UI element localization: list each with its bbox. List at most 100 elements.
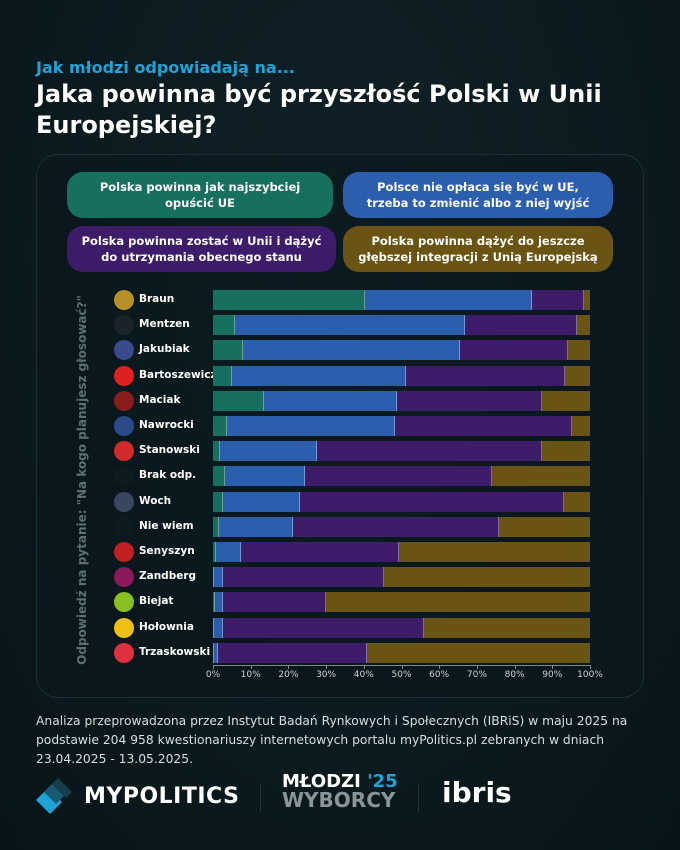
x-tick-label: 0% — [205, 670, 221, 680]
mypolitics-mark-icon — [36, 778, 72, 814]
y-axis-label: Odpowiedź na pytanie: "Na kogo planujesz… — [75, 295, 89, 665]
bar-segment-0 — [213, 642, 214, 663]
bar-segment-3 — [568, 340, 590, 361]
bar-segment-2 — [223, 592, 326, 613]
bar-segment-3 — [564, 491, 590, 512]
category-label: Senyszyn — [139, 545, 195, 557]
bar-segment-0 — [213, 365, 232, 386]
x-tick-mark — [288, 665, 290, 669]
bar-segment-2 — [395, 416, 573, 436]
bar-segment-3 — [577, 315, 590, 336]
candidate-avatar — [114, 567, 134, 588]
x-tick-mark — [514, 665, 516, 669]
x-tick-label: 30% — [316, 670, 337, 680]
x-tick-label: 100% — [577, 670, 603, 680]
x-tick-mark — [250, 665, 252, 669]
x-tick-label: 20% — [278, 670, 299, 680]
candidate-avatar — [114, 466, 134, 487]
legend-deeper-integration: Polska powinna dążyć do jeszcze głębszej… — [343, 226, 613, 272]
legend-leave-asap: Polska powinna jak najszybciej opuścić U… — [67, 172, 333, 218]
legend-status-quo: Polska powinna zostać w Unii i dążyć do … — [67, 226, 336, 272]
bar-segment-1 — [215, 542, 242, 562]
legend-change-or-leave: Polsce nie opłaca się być w UE, trzeba t… — [343, 172, 613, 218]
bar-segment-2 — [397, 390, 543, 411]
bar-row: Brak odp. — [112, 466, 592, 488]
bar-row: Hołownia — [112, 617, 592, 640]
x-tick-label: 40% — [353, 670, 374, 680]
bar-segment-2 — [223, 567, 385, 588]
bar-segment-1 — [234, 315, 466, 336]
bar-segment-1 — [243, 340, 460, 361]
x-tick-label: 80% — [504, 670, 525, 680]
bar-segment-1 — [213, 567, 224, 588]
bar-segment-3 — [398, 542, 590, 562]
category-label: Woch — [139, 494, 172, 507]
bar-segment-1 — [224, 466, 306, 487]
bar-segment-0 — [213, 516, 219, 537]
logo-text-mlodzi: MŁODZI — [282, 771, 361, 792]
bar-segment-0 — [213, 315, 235, 336]
bar-segment-0 — [213, 567, 214, 588]
bar-segment-3 — [384, 567, 590, 588]
bar-segment-1 — [213, 642, 218, 663]
bar-segment-0 — [213, 617, 214, 638]
bar-row: Senyszyn — [112, 542, 592, 564]
x-tick-mark — [363, 665, 365, 669]
candidate-avatar — [114, 416, 134, 436]
x-tick-mark — [590, 665, 591, 669]
bar-segment-3 — [583, 290, 590, 310]
candidate-avatar — [114, 592, 134, 613]
bar-row: Woch — [112, 491, 592, 514]
bar-segment-3 — [542, 390, 590, 411]
bar-segment-1 — [214, 592, 224, 613]
candidate-avatar — [114, 617, 134, 638]
category-label: Brak odp. — [139, 469, 197, 482]
category-label: Bartoszewicz — [139, 368, 217, 381]
bar-segment-3 — [541, 441, 590, 462]
bar-row: Trzaskowski — [112, 642, 592, 665]
bar-segment-0 — [213, 491, 224, 512]
bar-row: Bartoszewicz — [112, 365, 592, 388]
bar-segment-1 — [231, 365, 407, 386]
bar-segment-3 — [572, 416, 590, 436]
bar-row: Nawrocki — [112, 416, 592, 438]
bar-segment-1 — [219, 441, 318, 462]
category-label: Nawrocki — [139, 419, 194, 431]
logo-text-year: '25 — [367, 771, 398, 792]
bar-segment-3 — [565, 365, 590, 386]
bar-segment-0 — [213, 466, 225, 487]
bar-segment-2 — [531, 290, 584, 310]
bar-row: Maciak — [112, 390, 592, 413]
bar-row: Nie wiem — [112, 516, 592, 539]
mlodzi-wyborcy-logo: MŁODZI '25 WYBORCY — [282, 772, 398, 811]
category-label: Maciak — [139, 393, 181, 406]
bar-row: Zandberg — [112, 567, 592, 589]
bar-row: Mentzen — [112, 315, 592, 337]
x-tick-mark — [401, 665, 403, 669]
x-tick-label: 70% — [466, 670, 487, 680]
candidate-avatar — [114, 340, 134, 361]
candidate-avatar — [114, 441, 134, 462]
bar-segment-2 — [406, 365, 566, 386]
x-tick-mark — [476, 665, 478, 669]
subtitle: Jak młodzi odpowiadają na... — [36, 58, 295, 77]
bar-segment-0 — [213, 416, 227, 436]
divider — [418, 784, 419, 812]
bar-segment-1 — [263, 390, 398, 411]
category-label: Trzaskowski — [139, 645, 211, 658]
category-label: Braun — [139, 293, 175, 305]
bar-row: Jakubiak — [112, 340, 592, 362]
category-label: Biejat — [139, 595, 174, 608]
bar-segment-3 — [424, 617, 590, 638]
bar-row: Biejat — [112, 592, 592, 614]
category-label: Zandberg — [139, 570, 197, 583]
bar-row: Stanowski — [112, 441, 592, 463]
x-tick-mark — [552, 665, 554, 669]
bar-segment-0 — [213, 290, 365, 310]
bar-segment-3 — [325, 592, 590, 613]
bar-segment-2 — [217, 642, 368, 663]
bar-segment-1 — [364, 290, 532, 310]
logo-text-wyborcy: WYBORCY — [282, 788, 396, 812]
candidate-avatar — [114, 315, 134, 336]
x-tick-mark — [326, 665, 328, 669]
